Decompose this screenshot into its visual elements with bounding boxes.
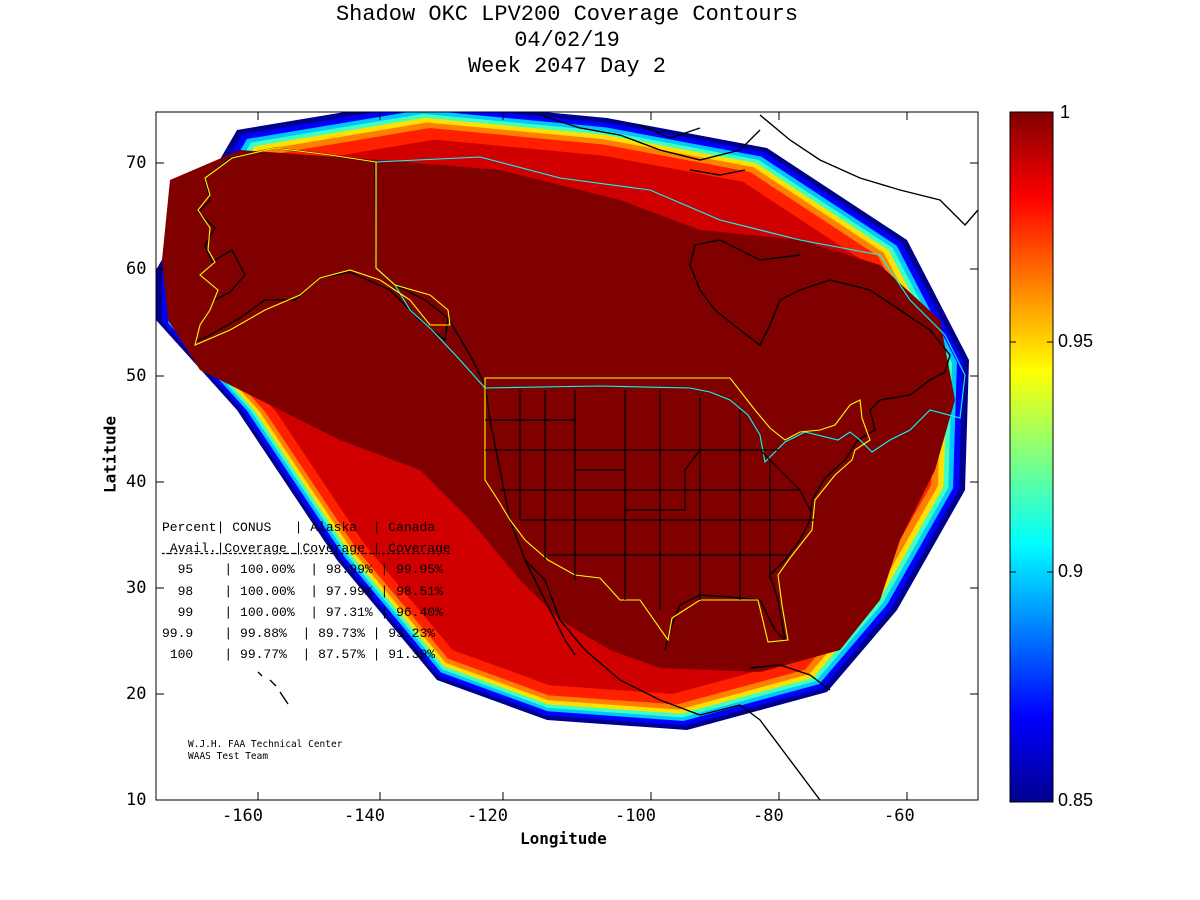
- colorbar-ticks: [1010, 341, 1053, 573]
- colorbar-tick-label: 0.9: [1058, 561, 1084, 581]
- region-outlines: [194, 147, 966, 643]
- colorbar-tick-label: 1: [1060, 102, 1071, 122]
- stats-row: 100 | 99.77% | 87.57% | 91.39%: [169, 647, 436, 663]
- coast-cuba: [749, 664, 831, 691]
- y-tick-label: 50: [126, 366, 147, 386]
- x-tick-label: -140: [344, 806, 385, 826]
- x-tick-label: -100: [615, 806, 656, 826]
- plot-frame: [155, 111, 979, 801]
- coast-hawaii: [257, 671, 289, 705]
- axis-ticks: [156, 112, 978, 800]
- y-tick-label: 20: [126, 684, 147, 704]
- stats-header-row2: Avail.|Coverage |Coverage | Coverage: [169, 541, 451, 557]
- y-tick-label: 10: [126, 790, 147, 810]
- x-tick-label: -120: [467, 806, 508, 826]
- coast-greenland: [759, 114, 978, 227]
- conus-boundary: [484, 377, 871, 643]
- alaska-boundary: [194, 147, 451, 346]
- y-tick-label: 70: [126, 153, 147, 173]
- contour-100: [162, 150, 955, 672]
- coast-gulf: [664, 239, 951, 651]
- stats-row: 99 | 100.00% | 97.31% | 96.40%: [177, 604, 443, 620]
- chart-title-line3: Week 2047 Day 2: [467, 54, 667, 79]
- canada-boundary: [375, 156, 966, 464]
- chart-title-line2: 04/02/19: [514, 28, 620, 53]
- credit-line2: WAAS Test Team: [188, 751, 269, 762]
- stats-row: 98 | 100.00% | 97.99% | 98.51%: [177, 583, 443, 599]
- colorbar-gradient: [1009, 111, 1054, 803]
- credit-line1: W.J.H. FAA Technical Center: [188, 739, 343, 750]
- coastlines: [194, 114, 978, 800]
- stats-header-row1: Percent| CONUS | Alaska | Canada: [162, 520, 436, 535]
- stats-row: 99.9 | 99.88% | 89.73% | 93.23%: [162, 626, 436, 642]
- colorbar-tick-label: 0.85: [1058, 790, 1094, 810]
- coast-baja: [524, 559, 576, 656]
- x-tick-label: -160: [222, 806, 263, 826]
- coast-arctic-islands: [539, 114, 761, 176]
- y-tick-label: 40: [126, 472, 147, 492]
- x-tick-label: -60: [884, 806, 915, 826]
- y-axis-label: Latitude: [100, 415, 120, 494]
- y-tick-label: 60: [126, 259, 147, 279]
- stats-row: 95 | 100.00% | 98.99% | 99.95%: [177, 562, 443, 578]
- coast-west: [447, 317, 821, 800]
- coverage-stats-table: Percent| CONUS | Alaska | Canada Avail.|…: [162, 517, 451, 665]
- colorbar-tick-label: 0.95: [1058, 331, 1094, 351]
- x-tick-label: -80: [753, 806, 784, 826]
- x-axis-label: Longitude: [520, 829, 607, 848]
- credit-text: W.J.H. FAA Technical Center WAAS Test Te…: [188, 739, 342, 763]
- us-state-lines: [485, 390, 815, 610]
- chart-title-line1: Shadow OKC LPV200 Coverage Contours: [335, 2, 799, 27]
- y-tick-label: 30: [126, 578, 147, 598]
- coverage-contours: [156, 112, 969, 730]
